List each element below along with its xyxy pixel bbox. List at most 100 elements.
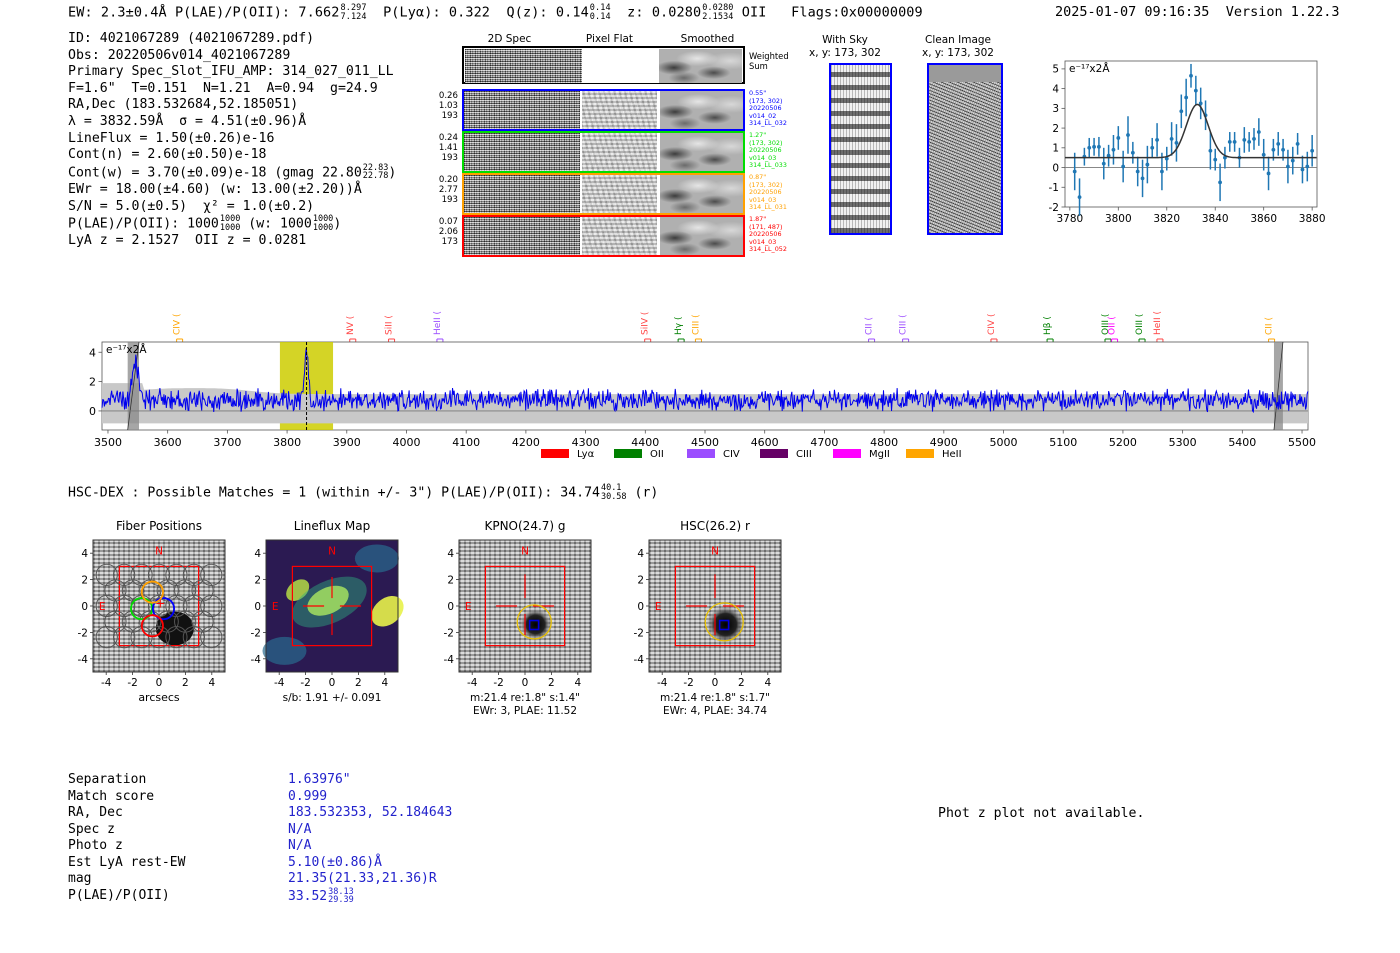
svg-text:0: 0 xyxy=(329,677,336,689)
svg-text:3500: 3500 xyxy=(94,436,122,449)
svg-text:CIV (: CIV ( xyxy=(987,314,997,335)
table-row-label: Est LyA rest-EW xyxy=(68,854,186,870)
info-sn-chi2: S/N = 5.0(±0.5) χ² = 1.0(±0.2) xyxy=(68,198,315,214)
svg-text:OII (: OII ( xyxy=(1108,316,1118,335)
svg-text:3800: 3800 xyxy=(273,436,301,449)
info-cont-w: Cont(w) = 3.70(±0.09)e-18 (gmag 22.8022.… xyxy=(68,162,397,182)
fiber-row-stats: 0.07 2.06 173 xyxy=(438,217,458,247)
svg-text:CII (: CII ( xyxy=(865,317,875,335)
smoothed-title: Smoothed xyxy=(680,33,735,45)
svg-text:4: 4 xyxy=(81,548,88,560)
header-z: z: 0.0280 xyxy=(627,4,702,21)
svg-text:-4: -4 xyxy=(251,654,262,666)
clean-image xyxy=(927,63,1003,235)
svg-text:3880: 3880 xyxy=(1299,213,1325,225)
fiber-row xyxy=(462,89,745,131)
svg-text:-2: -2 xyxy=(444,627,454,639)
svg-text:-2: -2 xyxy=(251,627,261,639)
info-obs: Obs: 20220506v014_4021067289 xyxy=(68,47,291,63)
svg-text:e⁻¹⁷x2Å: e⁻¹⁷x2Å xyxy=(106,343,147,356)
header-timestamp-version: 2025-01-07 09:16:35 Version 1.22.3 xyxy=(1055,4,1340,20)
svg-text:CIII (: CIII ( xyxy=(691,314,701,335)
weighted-sum-strip xyxy=(462,46,745,84)
svg-text:-4: -4 xyxy=(274,677,285,689)
fiber-row-meta: 0.55" (173, 302) 20220506 v014_02 314_LL_032 xyxy=(749,89,787,128)
svg-text:-4: -4 xyxy=(657,677,668,689)
table-row-value: N/A xyxy=(288,838,312,853)
plae-value-fraction: 38.13 29.39 xyxy=(328,886,354,906)
svg-text:N: N xyxy=(155,546,163,558)
info-ewr: EWr = 18.00(±4.60) (w: 13.00(±2.20))Å xyxy=(68,182,362,197)
svg-text:-4: -4 xyxy=(634,654,645,666)
svg-text:-2: -2 xyxy=(300,677,310,689)
svg-text:4900: 4900 xyxy=(930,436,958,449)
svg-text:2: 2 xyxy=(447,575,454,587)
fiber-row-stats: 0.24 1.41 193 xyxy=(438,133,458,163)
svg-text:4: 4 xyxy=(1052,83,1059,95)
hscdex-text: HSC-DEX : Possible Matches = 1 (within +… xyxy=(68,485,600,501)
svg-text:3: 3 xyxy=(1052,103,1059,115)
svg-text:NV (: NV ( xyxy=(346,316,356,335)
svg-text:0: 0 xyxy=(1052,162,1059,174)
svg-text:5100: 5100 xyxy=(1049,436,1077,449)
with-sky-image xyxy=(829,63,892,235)
svg-text:-4: -4 xyxy=(78,654,89,666)
fiber-row xyxy=(462,215,745,257)
svg-text:Fiber Positions: Fiber Positions xyxy=(116,519,202,533)
photz-unavailable-note: Phot z plot not available. xyxy=(938,806,1145,821)
svg-text:HSC(26.2) r: HSC(26.2) r xyxy=(680,519,750,533)
svg-text:5200: 5200 xyxy=(1109,436,1137,449)
twod-spec-cutout xyxy=(464,91,580,129)
table-row-value: N/A xyxy=(288,821,312,837)
svg-text:Hβ (: Hβ ( xyxy=(1043,316,1053,335)
svg-text:3700: 3700 xyxy=(213,436,241,449)
hsc-r-panel: HSC(26.2) r N E -4 -2 0 2 4 4 2 0 -2 -4 m:21.4 re:1.8… xyxy=(634,519,782,717)
svg-text:-2: -2 xyxy=(1049,202,1059,214)
svg-text:MgII: MgII xyxy=(869,449,890,460)
svg-text:+: + xyxy=(155,596,165,610)
svg-text:Lineflux Map: Lineflux Map xyxy=(294,519,370,533)
svg-text:-2: -2 xyxy=(78,627,88,639)
table-row-label: Photo z xyxy=(68,838,123,853)
info-fwhm: F=1.6" T=0.151 N=1.21 A=0.94 g=24.9 xyxy=(68,80,378,96)
svg-text:Lyα: Lyα xyxy=(577,449,595,460)
table-row-value: 33.5238.13 29.39 xyxy=(288,886,354,906)
twod-spec-title: 2D Spec xyxy=(487,33,532,45)
svg-text:3860: 3860 xyxy=(1250,213,1277,225)
lineflux-map-panel: Lineflux Map N E -4 -2 0 2 4 4 2 0 -2 -4 s/b: 1.91 +/… xyxy=(251,519,404,704)
table-row-value: 1.63976" xyxy=(288,772,351,787)
svg-text:0: 0 xyxy=(156,677,163,689)
svg-text:-2: -2 xyxy=(493,677,503,689)
svg-text:4100: 4100 xyxy=(452,436,480,449)
emission-line-fit-plot: -2 -1 0 1 2 3 4 5 3780 3800 3820 3840 3860 3880 e⁻¹⁷x2… xyxy=(1049,60,1325,225)
info-radec: RA,Dec (183.532684,52.185051) xyxy=(68,97,299,113)
svg-text:4: 4 xyxy=(89,346,96,359)
svg-text:4500: 4500 xyxy=(691,436,719,449)
svg-text:SiIV (: SiIV ( xyxy=(641,312,651,335)
svg-text:SiII (: SiII ( xyxy=(385,315,395,335)
object-info-block: ID: 4021067289 (4021067289.pdf) Obs: 202… xyxy=(68,31,396,250)
table-row-label: RA, Dec xyxy=(68,805,123,820)
smoothed-cutout xyxy=(660,133,743,171)
fiber-row xyxy=(462,131,745,173)
table-row-label: Separation xyxy=(68,772,147,787)
svg-text:4300: 4300 xyxy=(572,436,600,449)
svg-text:3840: 3840 xyxy=(1202,213,1229,225)
plae-fraction: 1000 1000 xyxy=(219,214,241,233)
svg-text:CIV: CIV xyxy=(723,449,740,460)
pixel-flat-cutout xyxy=(582,133,657,171)
table-row-label: Spec z xyxy=(68,821,115,837)
svg-text:0: 0 xyxy=(522,677,529,689)
svg-text:4: 4 xyxy=(637,548,644,560)
table-row-label: Match score xyxy=(68,788,155,804)
svg-text:-1: -1 xyxy=(1049,182,1059,194)
table-row-label: P(LAE)/P(OII) xyxy=(68,887,170,903)
fiber-row-meta: 1.87" (171, 487) 20220506 v014_03 314_LL_052 xyxy=(749,215,787,254)
svg-text:0: 0 xyxy=(254,601,261,613)
version-label: Version 1.22.3 xyxy=(1225,4,1340,20)
svg-text:5500: 5500 xyxy=(1288,436,1316,449)
svg-text:E: E xyxy=(655,601,662,613)
svg-text:-2: -2 xyxy=(683,677,693,689)
svg-text:3600: 3600 xyxy=(154,436,182,449)
z-fraction: 0.0280 2.1534 xyxy=(702,3,734,22)
